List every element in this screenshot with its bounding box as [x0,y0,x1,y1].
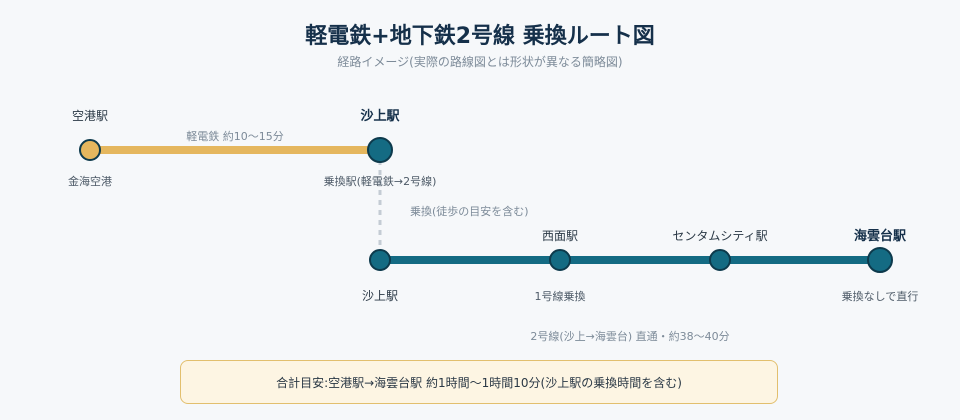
light-rail-label: 軽電鉄 約10〜15分 [186,129,284,143]
station-haeundae-marker[interactable] [867,247,893,273]
station-haeundae-name: 海雲台駅 [854,228,907,244]
station-haeundae-sub: 乗換なしで直行 [842,289,919,303]
total-time-summary: 合計目安:空港駅→海雲台駅 約1時間〜1時間10分(沙上駅の乗換時間を含む) [180,360,778,404]
page-subtitle: 経路イメージ(実際の路線図とは形状が異なる簡略図) [337,55,623,69]
station-seomyeon-marker[interactable] [549,249,571,271]
station-centum-name: センタムシティ駅 [672,229,767,243]
transfer-label: 乗換(徒歩の目安を含む) [410,204,529,218]
station-sasang-lr-marker[interactable] [367,137,393,163]
station-sasang-lr-sub: 乗換駅(軽電鉄→2号線) [324,174,437,188]
station-sasang-subway-marker[interactable] [369,249,391,271]
station-airport-sub: 金海空港 [68,174,112,188]
station-sasang-lr-name: 沙上駅 [360,109,400,124]
station-airport-name: 空港駅 [72,109,108,123]
station-sasang-subway-name: 沙上駅 [362,289,398,303]
station-seomyeon-sub: 1号線乗換 [535,289,586,303]
station-airport-marker[interactable] [79,139,101,161]
subway-label: 2号線(沙上→海雲台) 直通・約38〜40分 [530,329,729,343]
page-title: 軽電鉄+地下鉄2号線 乗換ルート図 [305,24,655,49]
station-seomyeon-name: 西面駅 [542,229,578,243]
station-centum-marker[interactable] [709,249,731,271]
